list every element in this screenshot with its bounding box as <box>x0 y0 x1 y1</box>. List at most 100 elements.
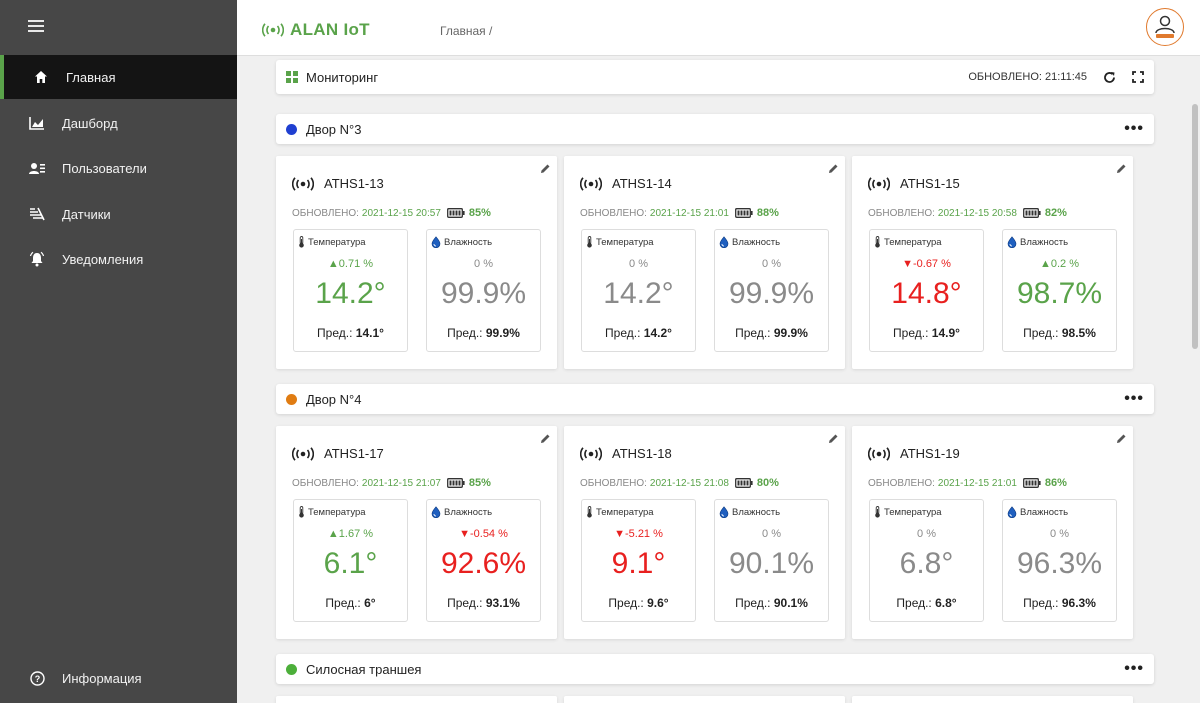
fullscreen-button[interactable] <box>1132 71 1144 83</box>
temperature-panel[interactable]: Температура ▲0.71 % 14.2° Пред.: 14.1° <box>293 229 408 352</box>
svg-text:?: ? <box>34 674 40 684</box>
device-name: ATHS1-19 <box>900 446 960 461</box>
temperature-panel[interactable]: Температура ▼-0.67 % 14.8° Пред.: 14.9° <box>869 229 984 352</box>
sensor-icon <box>28 205 46 223</box>
menu-icon[interactable] <box>28 20 44 32</box>
device-card: ATHS1-13 ОБНОВЛЕНО: 2021-12-15 20:57 85% … <box>276 156 557 369</box>
sidebar-item-dashboard[interactable]: Дашборд <box>0 101 237 145</box>
temperature-prev: Пред.: 6° <box>325 596 376 610</box>
battery-percent: 82% <box>1044 207 1067 219</box>
metric-label: Влажность <box>1020 236 1069 248</box>
device-updated: ОБНОВЛЕНО: 2021-12-15 20:58 82% <box>868 207 1067 219</box>
humidity-delta: ▲0.2 % <box>1039 258 1079 270</box>
humidity-panel[interactable]: Влажность ▲0.2 % 98.7% Пред.: 98.5% <box>1002 229 1117 352</box>
pencil-icon <box>541 434 550 443</box>
humidity-value: 92.6% <box>440 547 527 580</box>
device-card: ATHS1-14 ОБНОВЛЕНО: 2021-12-15 21:01 88% … <box>564 156 845 369</box>
device-card-partial <box>276 696 557 703</box>
humidity-value: 99.9% <box>728 277 815 310</box>
fullscreen-icon <box>1132 71 1144 83</box>
timestamp: 2021-12-15 21:01 <box>649 207 729 219</box>
grid-icon <box>286 71 298 83</box>
humidity-panel[interactable]: Влажность 0 % 96.3% Пред.: 96.3% <box>1002 499 1117 622</box>
timestamp: 2021-12-15 20:57 <box>361 207 441 219</box>
thermometer-icon <box>586 506 593 518</box>
more-icon[interactable]: ••• <box>1124 390 1144 407</box>
device-card: ATHS1-15 ОБНОВЛЕНО: 2021-12-15 20:58 82% … <box>852 156 1133 369</box>
timestamp: 2021-12-15 20:58 <box>937 207 1017 219</box>
drop-icon <box>1007 236 1017 248</box>
group-name: Двор N°3 <box>306 121 362 137</box>
battery-percent: 88% <box>756 207 779 219</box>
brand-name: ALAN IoT <box>290 20 370 39</box>
humidity-value: 96.3% <box>1016 547 1103 580</box>
sidebar-item-users[interactable]: Пользователи <box>0 146 237 190</box>
sidebar-item-sensors[interactable]: Датчики <box>0 192 237 236</box>
temperature-prev: Пред.: 14.2° <box>605 326 672 340</box>
temperature-panel[interactable]: Температура 0 % 6.8° Пред.: 6.8° <box>869 499 984 622</box>
signal-icon <box>580 176 602 191</box>
humidity-delta: 0 % <box>474 258 493 270</box>
metric-label: Влажность <box>732 506 781 518</box>
battery-icon <box>446 208 465 218</box>
humidity-value: 90.1% <box>728 547 815 580</box>
signal-icon <box>868 176 890 191</box>
drop-icon <box>719 236 729 248</box>
sidebar-item-info[interactable]: ? Информация <box>0 656 237 700</box>
refresh-button[interactable] <box>1103 71 1116 84</box>
sidebar-item-label: Главная <box>66 69 116 85</box>
temperature-value: 14.8° <box>891 277 962 310</box>
humidity-panel[interactable]: Влажность 0 % 90.1% Пред.: 90.1% <box>714 499 829 622</box>
humidity-panel[interactable]: Влажность 0 % 99.9% Пред.: 99.9% <box>714 229 829 352</box>
metric-label: Влажность <box>444 236 493 248</box>
edit-button[interactable] <box>828 431 839 449</box>
edit-button[interactable] <box>1116 161 1127 179</box>
humidity-prev: Пред.: 98.5% <box>1023 326 1096 340</box>
users-icon <box>28 159 46 177</box>
edit-button[interactable] <box>1116 431 1127 449</box>
battery-icon <box>734 208 753 218</box>
pencil-icon <box>829 434 838 443</box>
humidity-prev: Пред.: 90.1% <box>735 596 808 610</box>
more-icon[interactable]: ••• <box>1124 120 1144 137</box>
brand-logo[interactable]: ALAN IoT <box>262 20 370 40</box>
humidity-panel[interactable]: Влажность ▼-0.54 % 92.6% Пред.: 93.1% <box>426 499 541 622</box>
device-name: ATHS1-15 <box>900 176 960 191</box>
humidity-panel[interactable]: Влажность 0 % 99.9% Пред.: 99.9% <box>426 229 541 352</box>
thermometer-icon <box>874 236 881 248</box>
sidebar-item-label: Датчики <box>62 206 111 222</box>
sidebar-item-label: Уведомления <box>62 251 144 267</box>
sidebar-item-home[interactable]: Главная <box>0 55 237 99</box>
drop-icon <box>431 506 441 518</box>
group-bar: Двор N°3 ••• <box>276 114 1154 144</box>
device-updated: ОБНОВЛЕНО: 2021-12-15 21:01 88% <box>580 207 779 219</box>
more-icon[interactable]: ••• <box>1124 660 1144 677</box>
sidebar-item-notifications[interactable]: Уведомления <box>0 237 237 281</box>
sidebar-item-label: Пользователи <box>62 160 147 176</box>
temperature-prev: Пред.: 14.9° <box>893 326 960 340</box>
device-card-partial <box>564 696 845 703</box>
top-header: ALAN IoT Главная / <box>237 0 1200 56</box>
device-name: ATHS1-18 <box>612 446 672 461</box>
temperature-delta: 0 % <box>917 528 936 540</box>
edit-button[interactable] <box>540 431 551 449</box>
scrollbar-thumb[interactable] <box>1192 104 1198 349</box>
edit-button[interactable] <box>828 161 839 179</box>
scrollbar[interactable] <box>1190 56 1200 703</box>
temperature-prev: Пред.: 6.8° <box>896 596 957 610</box>
bell-icon <box>28 250 46 268</box>
signal-icon <box>262 23 284 37</box>
avatar[interactable] <box>1146 8 1184 46</box>
temperature-value: 9.1° <box>611 547 666 580</box>
help-icon: ? <box>28 669 46 687</box>
temperature-panel[interactable]: Температура 0 % 14.2° Пред.: 14.2° <box>581 229 696 352</box>
sidebar-item-label: Дашборд <box>62 115 118 131</box>
thermometer-icon <box>298 506 305 518</box>
device-card: ATHS1-18 ОБНОВЛЕНО: 2021-12-15 21:08 80% … <box>564 426 845 639</box>
breadcrumb[interactable]: Главная / <box>440 24 493 38</box>
temperature-panel[interactable]: Температура ▲1.67 % 6.1° Пред.: 6° <box>293 499 408 622</box>
temperature-panel[interactable]: Температура ▼-5.21 % 9.1° Пред.: 9.6° <box>581 499 696 622</box>
battery-icon <box>1022 478 1041 488</box>
signal-icon <box>292 176 314 191</box>
edit-button[interactable] <box>540 161 551 179</box>
